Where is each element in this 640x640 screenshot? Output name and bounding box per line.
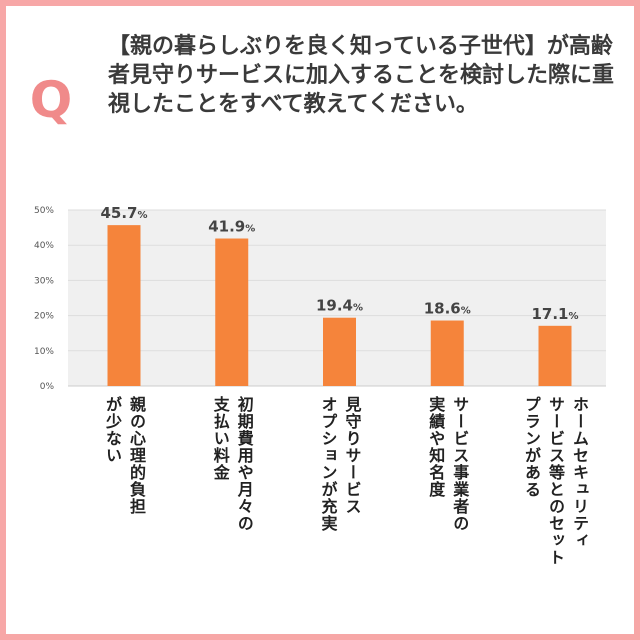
x-tick-label: 初期費用や月々の 支払い料金 xyxy=(210,396,254,532)
y-tick-label: 50% xyxy=(34,206,54,216)
q-mark: Q xyxy=(29,71,73,129)
data-label-value: 41.9 xyxy=(208,218,245,236)
y-tick-label: 30% xyxy=(34,276,54,286)
y-tick-label: 20% xyxy=(34,312,54,322)
data-label-unit: % xyxy=(568,311,578,322)
x-tick-label: 親の心理的負担 が少ない xyxy=(103,396,146,515)
data-label-value: 17.1 xyxy=(531,305,568,323)
data-label-value: 19.4 xyxy=(316,297,353,315)
data-label: 18.6% xyxy=(424,300,471,318)
bar xyxy=(430,320,464,386)
data-label-unit: % xyxy=(245,224,255,235)
bar xyxy=(323,317,356,386)
question-text: 【親の暮らしぶりを良く知っている子世代】が高齢者見守りサービスに加入することを検… xyxy=(108,34,615,117)
data-label: 41.9% xyxy=(208,218,255,236)
data-label: 19.4% xyxy=(316,297,363,315)
bar xyxy=(215,238,249,386)
bar xyxy=(538,325,572,386)
data-label-value: 18.6 xyxy=(424,300,461,318)
y-tick-label: 0% xyxy=(40,382,55,392)
x-tick-label: ホームセキュリティ サービス等とのセット プランがある xyxy=(522,396,589,566)
bar xyxy=(107,225,141,386)
data-label-value: 45.7 xyxy=(100,204,137,222)
y-tick-label: 40% xyxy=(34,241,54,251)
data-label-unit: % xyxy=(137,210,147,221)
data-label-unit: % xyxy=(461,306,471,317)
data-label: 45.7% xyxy=(100,204,147,222)
x-tick-label: サービス事業者の 実績や知名度 xyxy=(426,396,470,532)
data-label: 17.1% xyxy=(531,305,578,323)
data-label-unit: % xyxy=(353,303,363,314)
y-tick-label: 10% xyxy=(34,347,54,357)
x-tick-label: 見守りサービス オプションが充実 xyxy=(318,396,362,532)
